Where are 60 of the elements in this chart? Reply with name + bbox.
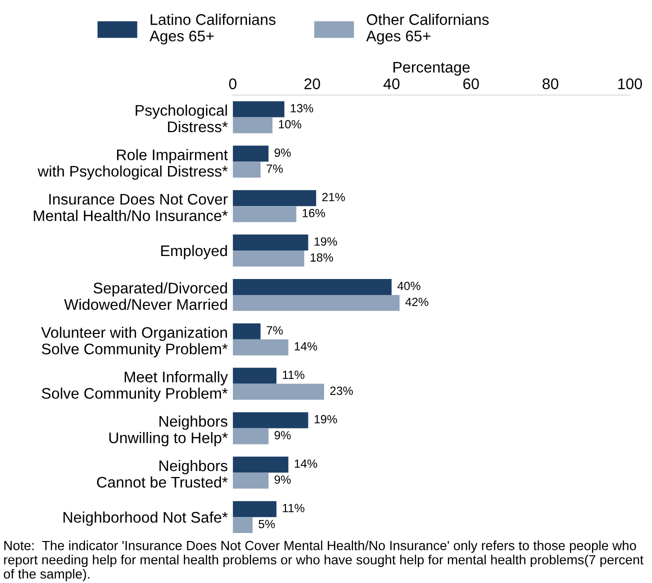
data-label: 13%: [290, 104, 314, 112]
bar: [232, 117, 272, 134]
x-tick-label: 80: [542, 78, 558, 90]
bar: [232, 517, 253, 534]
annotation: Note: The indicator 'Insurance Does Not Cover Mental Health/No Insurance' only refers to those people who report needing help for mental health problems or who have sought help for mental health problems(7 percent of the sample).: [4, 540, 644, 582]
bar: [232, 101, 284, 118]
bar: [232, 146, 268, 162]
data-label: 5%: [258, 520, 275, 528]
bar: [232, 206, 296, 222]
bar: [232, 339, 288, 356]
x-axis-title: Percentage: [393, 62, 470, 76]
y-tick-label: Employed: [161, 244, 227, 260]
y-tick-label: Psychological Distress*: [136, 104, 228, 132]
x-tick-label: 60: [463, 78, 479, 90]
bar: [232, 412, 308, 428]
data-label: 40%: [397, 282, 420, 290]
y-tick-label: Role Impairment with Psychological Distress*: [38, 149, 228, 180]
data-label: 11%: [282, 504, 304, 512]
data-label: 23%: [330, 386, 353, 395]
bar: [232, 428, 268, 444]
y-tick-label: Neighborhood Not Safe*: [64, 512, 228, 526]
bar: [232, 234, 308, 251]
data-label: 11%: [282, 370, 304, 379]
data-label: 9%: [274, 475, 291, 484]
data-label: 7%: [266, 164, 283, 173]
data-label: 19%: [314, 237, 337, 246]
data-label: 18%: [310, 253, 333, 262]
data-label: 19%: [314, 415, 337, 424]
legend-label: Latino Californians Ages 65+: [150, 14, 276, 44]
bar: [232, 368, 276, 384]
y-tick-label: Separated/Divorced Widowed/Never Married: [64, 282, 227, 310]
data-label: 9%: [274, 431, 291, 440]
data-label: 42%: [405, 298, 428, 306]
y-tick-label: Neighbors Unwilling to Help*: [109, 416, 228, 446]
y-tick-label: Insurance Does Not Cover Mental Health/No Insurance*: [34, 194, 228, 222]
y-tick-label: Neighbors Cannot be Trusted*: [97, 460, 228, 488]
x-tick-label: 100: [618, 78, 642, 90]
bar: [232, 472, 268, 489]
x-tick-label: 0: [229, 78, 236, 90]
bar: [232, 278, 392, 295]
y-tick-label: Meet Informally Solve Community Problem*: [42, 371, 228, 402]
x-tick-label: 40: [383, 78, 400, 90]
bar: [232, 456, 288, 473]
bar: [232, 323, 261, 340]
data-label: 14%: [294, 342, 318, 350]
bar: [232, 384, 324, 400]
data-label: 10%: [278, 120, 302, 128]
data-label: 7%: [266, 326, 283, 334]
data-label: 21%: [322, 192, 345, 202]
y-tick-label: Volunteer with Organization Solve Community Problem*: [41, 326, 228, 358]
x-tick-label: 20: [304, 78, 320, 90]
bar: [232, 294, 400, 311]
bar: [232, 190, 316, 206]
legend-label: Other Californians Ages 65+: [366, 14, 489, 44]
data-label: 9%: [274, 148, 291, 157]
data-label: 14%: [294, 460, 318, 468]
bar: [232, 250, 304, 267]
bar: [232, 162, 261, 178]
bar: [232, 501, 276, 518]
data-label: 16%: [302, 208, 326, 218]
